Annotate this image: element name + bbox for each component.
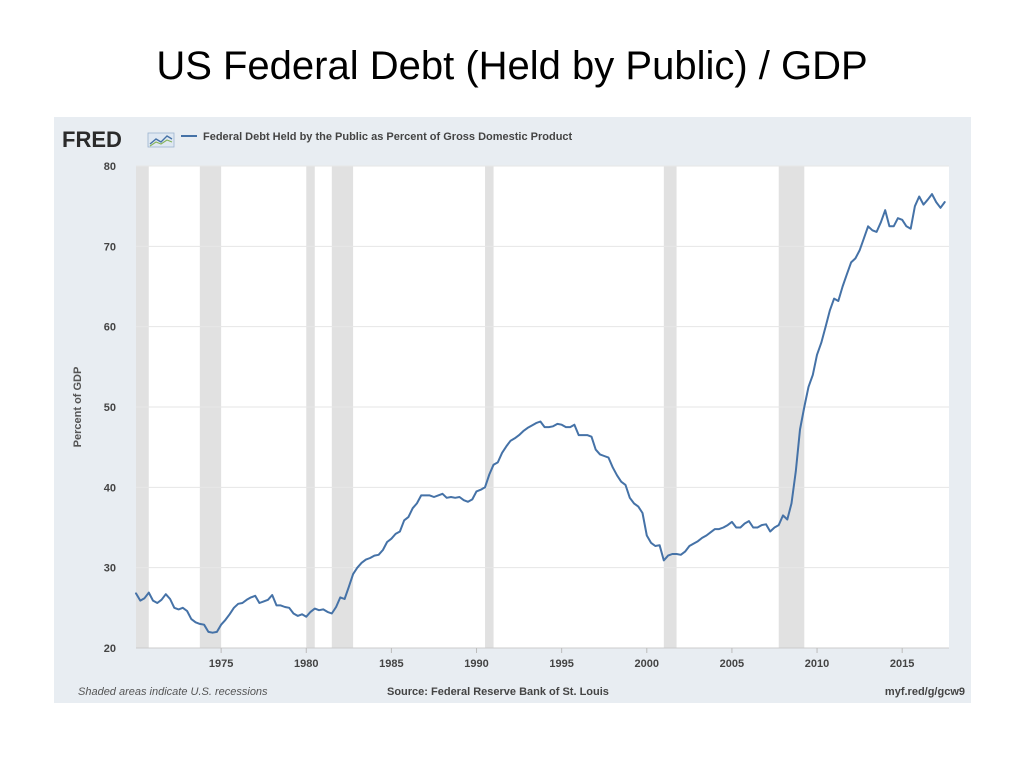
- y-tick-label: 60: [104, 322, 116, 334]
- fred-logo-icon: [147, 132, 175, 148]
- fred-logo[interactable]: FRED: [62, 127, 175, 152]
- page-title: US Federal Debt (Held by Public) / GDP: [156, 44, 868, 88]
- series-layer: [135, 193, 946, 634]
- series-line[interactable]: [135, 193, 946, 634]
- y-axis-ticks: 20 30 40 50 60 70 80: [104, 161, 116, 655]
- x-tick-label: 2000: [635, 658, 659, 670]
- fred-logo-text: FRED: [62, 127, 122, 152]
- footer-recession-note: Shaded areas indicate U.S. recessions: [78, 686, 268, 698]
- x-tick-label: 2010: [805, 658, 829, 670]
- y-tick-label: 20: [104, 643, 116, 655]
- x-tick-label: 1990: [464, 658, 488, 670]
- y-tick-label: 50: [104, 402, 116, 414]
- legend-label[interactable]: Federal Debt Held by the Public as Perce…: [203, 131, 573, 143]
- chart-frame: FRED Federal Debt Held by the Public as …: [54, 117, 971, 703]
- y-tick-label: 70: [104, 241, 116, 253]
- x-tick-label: 2015: [890, 658, 914, 670]
- y-axis-label: Percent of GDP: [72, 367, 84, 448]
- y-tick-label: 40: [104, 482, 116, 494]
- y-tick-label: 30: [104, 563, 116, 575]
- footer-short-url[interactable]: myf.red/g/gcw9: [885, 686, 965, 698]
- x-tick-label: 1975: [209, 658, 233, 670]
- footer-source: Source: Federal Reserve Bank of St. Loui…: [387, 686, 609, 698]
- x-tick-label: 1995: [549, 658, 573, 670]
- x-tick-label: 1985: [379, 658, 403, 670]
- x-axis-ticks: 1975 1980 1985 1990 1995 2000 2005 2010 2015: [136, 647, 949, 670]
- y-tick-label: 80: [104, 161, 116, 173]
- line-chart: FRED Federal Debt Held by the Public as …: [62, 127, 965, 698]
- x-tick-label: 1980: [294, 658, 318, 670]
- x-tick-label: 2005: [720, 658, 744, 670]
